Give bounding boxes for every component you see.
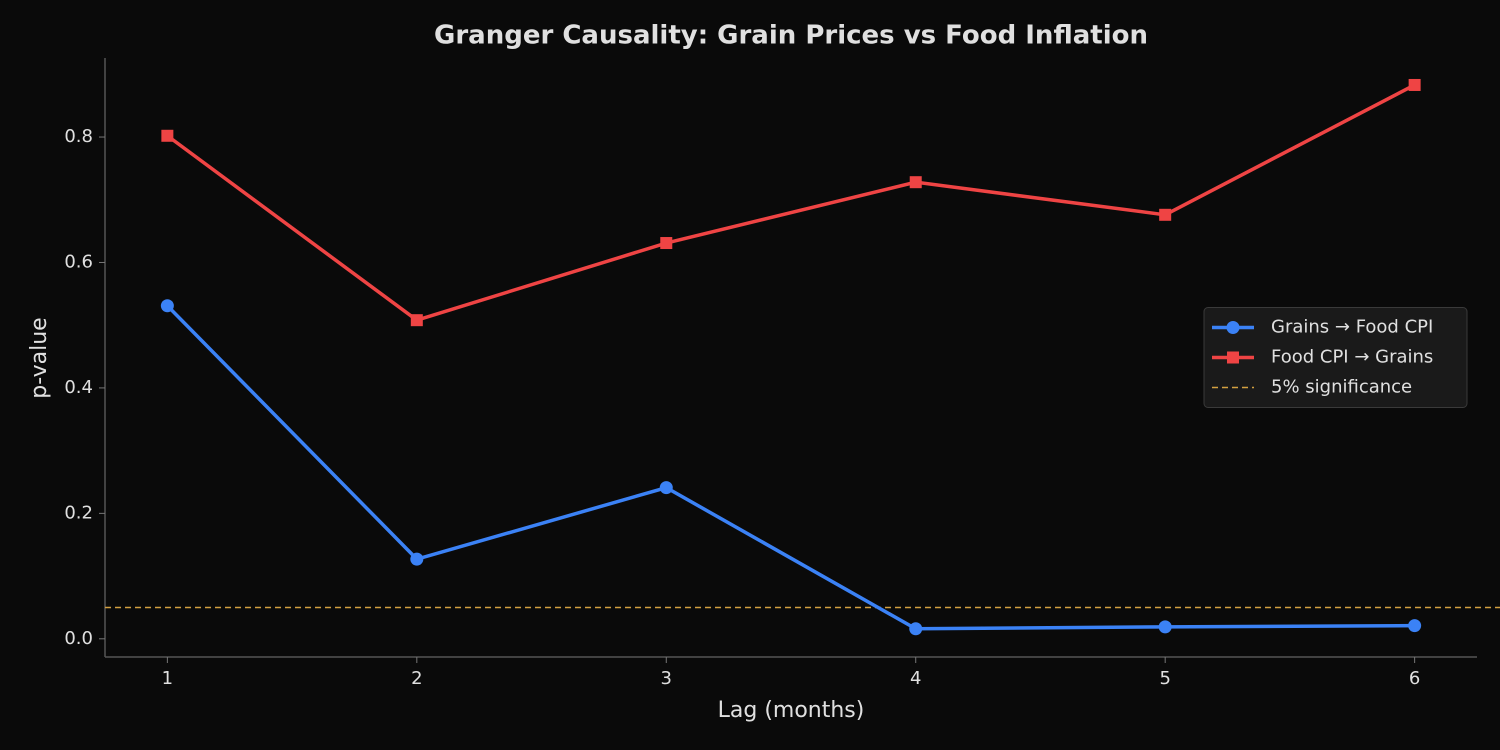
marker [161,129,174,142]
y-tick-label: 0.2 [64,502,93,523]
x-tick-label: 2 [411,668,422,689]
marker [1227,351,1239,364]
x-tick-label: 1 [162,668,173,689]
legend-label: Food CPI → Grains [1271,347,1433,368]
y-tick-label: 0.0 [64,628,93,649]
marker [1158,620,1172,634]
x-tick-label: 6 [1409,668,1420,689]
marker [1159,208,1172,221]
x-tick-label: 5 [1159,668,1170,689]
legend-label: 5% significance [1271,377,1412,398]
legend: Grains → Food CPI Food CPI → Grains 5% sig… [1203,307,1468,408]
x-tick-label: 3 [661,668,672,689]
series-line [166,304,1415,631]
x-tick-label: 4 [910,668,921,689]
marker [909,622,923,636]
x-axis-label: Lag (months) [718,698,865,723]
series-line [166,83,1416,323]
marker [1408,78,1421,91]
y-tick-label: 0.8 [64,126,93,147]
marker [660,237,673,250]
legend-box [1203,307,1468,408]
legend-label: Grains → Food CPI [1271,317,1433,338]
y-tick-label: 0.4 [64,377,93,398]
marker [659,481,673,495]
marker [1408,619,1422,633]
marker [410,552,424,566]
y-tick-label: 0.6 [64,251,93,272]
chart-title: Granger Causality: Grain Prices vs Food … [434,21,1148,51]
y-axis-label: p-value [27,317,52,398]
marker [1226,321,1240,334]
marker [410,314,423,327]
marker [160,299,174,313]
marker [909,176,922,189]
